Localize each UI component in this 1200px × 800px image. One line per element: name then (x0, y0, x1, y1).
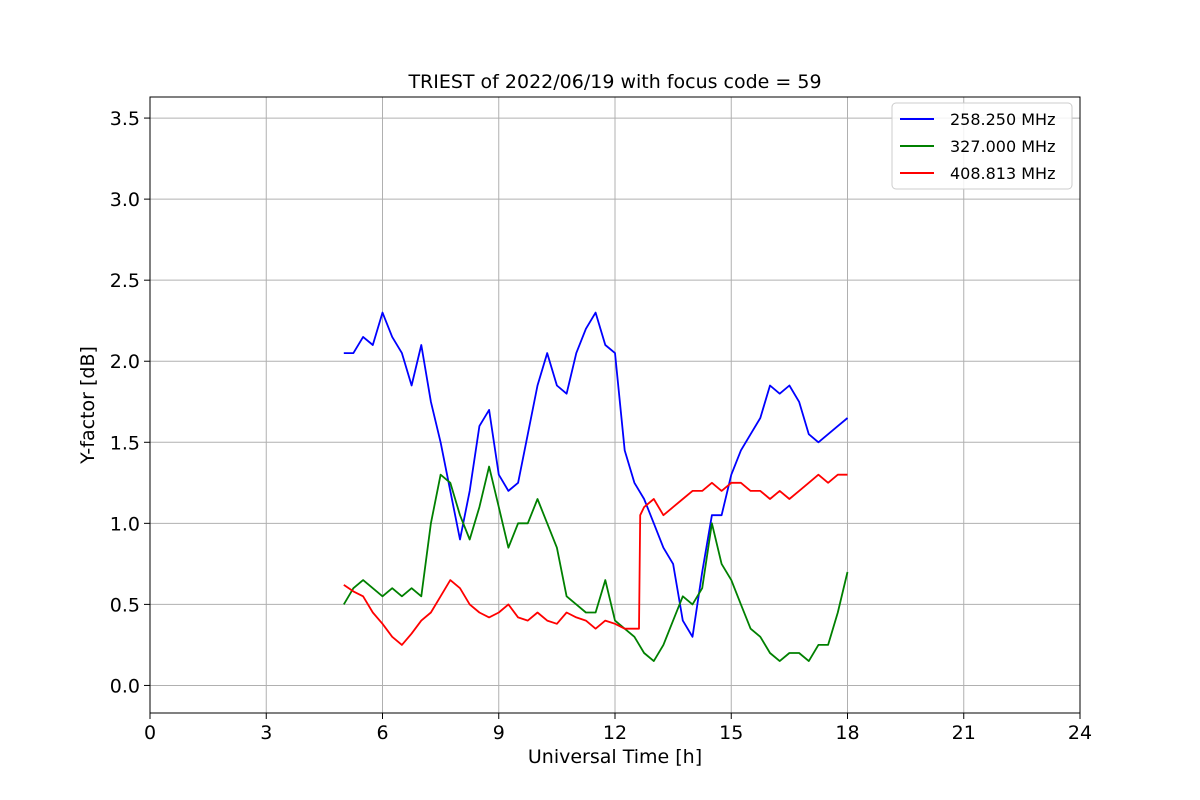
series-line-1 (343, 311, 849, 638)
x-tick-label: 0 (144, 722, 156, 744)
y-tick-label: 0.0 (110, 675, 140, 697)
y-tick-label: 2.5 (110, 270, 140, 292)
series-line-3 (343, 473, 848, 646)
y-tick-label: 3.0 (110, 189, 140, 211)
legend-box (891, 102, 1073, 190)
y-axis-label: Y-factor [dB] (77, 346, 99, 465)
legend: 258.250 MHz 327.000 MHz 408.813 MHz (891, 102, 1073, 190)
y-tick-label: 3.5 (110, 108, 140, 130)
y-tick-label: 1.5 (110, 432, 140, 454)
x-axis-label: Universal Time [h] (528, 746, 702, 768)
series-layer (343, 311, 849, 662)
legend-label: 258.250 MHz (950, 110, 1055, 129)
ticks: 0 3 6 9 12 15 18 21 24 0.0 0.5 1.0 1.5 2.0 2.5 3.0 3.5 (110, 108, 1092, 744)
legend-label: 327.000 MHz (950, 137, 1055, 156)
chart-title: TRIEST of 2022/06/19 with focus code = 5… (407, 71, 821, 93)
x-tick-label: 3 (260, 722, 272, 744)
legend-label: 408.813 MHz (950, 164, 1055, 183)
y-tick-label: 1.0 (110, 513, 140, 535)
x-tick-label: 6 (376, 722, 388, 744)
y-tick-label: 0.5 (110, 594, 140, 616)
x-tick-label: 15 (719, 722, 743, 744)
x-tick-label: 21 (952, 722, 976, 744)
x-tick-label: 24 (1068, 722, 1092, 744)
y-tick-label: 2.0 (110, 351, 140, 373)
series-line-2 (343, 465, 849, 662)
x-tick-label: 18 (835, 722, 859, 744)
x-tick-label: 9 (493, 722, 505, 744)
x-tick-label: 12 (603, 722, 627, 744)
